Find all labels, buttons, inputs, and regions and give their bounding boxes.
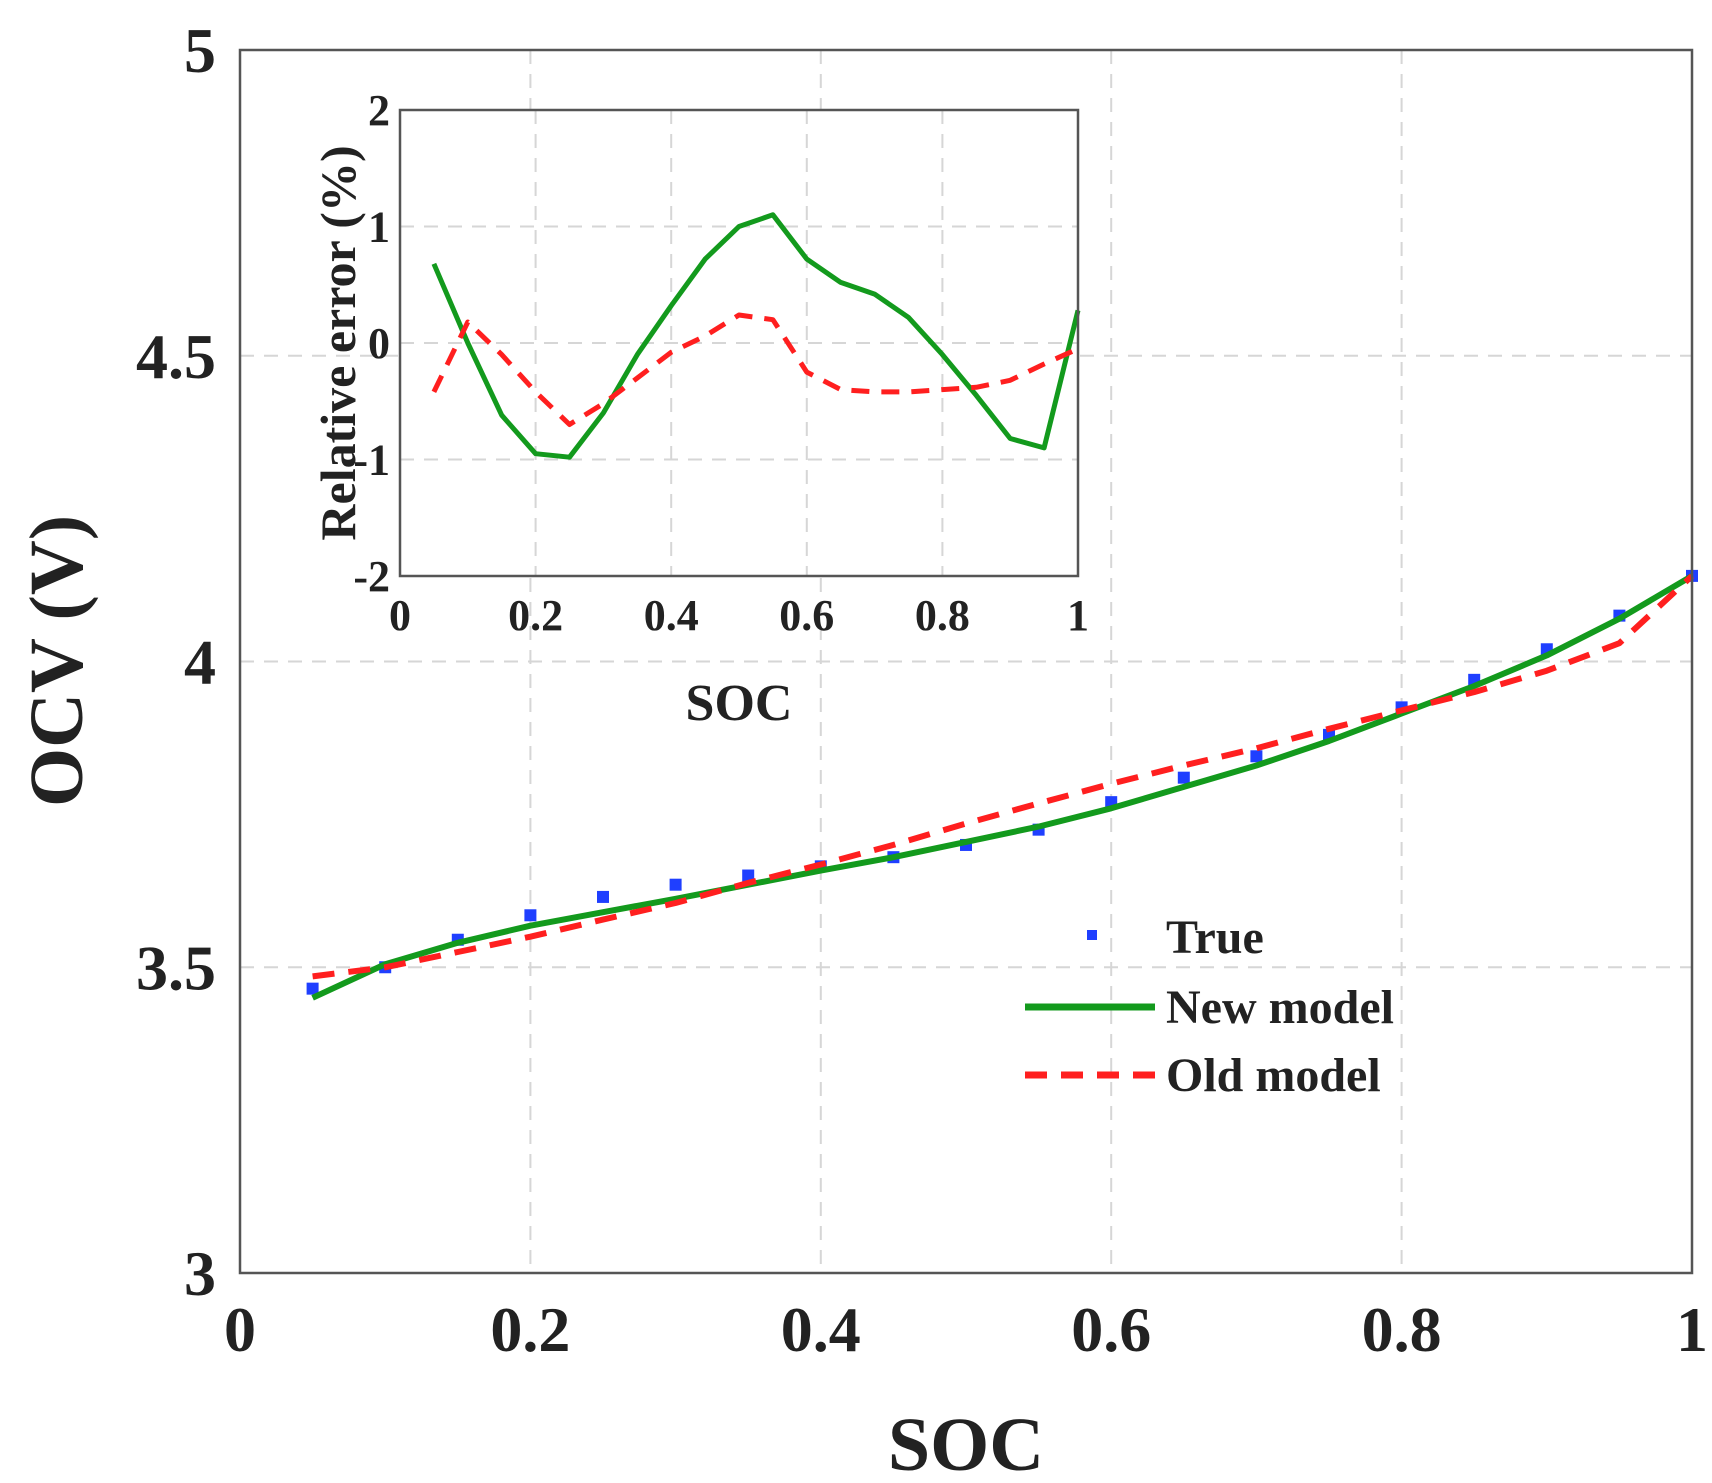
main-true-point	[742, 869, 755, 882]
main-y-tick-label: 3.5	[136, 932, 216, 1003]
inset-x-axis-label: SOC	[686, 675, 793, 732]
main-true-point	[669, 878, 682, 891]
main-x-tick-label: 0.2	[490, 1294, 570, 1365]
legend-old-model-label: Old model	[1166, 1049, 1381, 1102]
main-x-tick-label: 0.8	[1362, 1294, 1442, 1365]
inset-x-tick-label: 0.8	[915, 591, 970, 640]
inset-old-model-line	[431, 312, 1080, 427]
main-x-tick-label: 0	[224, 1294, 256, 1365]
main-y-axis-label: OCV (V)	[15, 515, 99, 807]
main-new-model-line	[311, 573, 1694, 1001]
inset-x-tick-label: 0.2	[508, 591, 563, 640]
inset-new-model-line	[431, 212, 1081, 460]
main-true-point	[1250, 750, 1263, 763]
main-y-tick-label: 4.5	[136, 321, 216, 392]
main-x-tick-label: 0.6	[1071, 1294, 1151, 1365]
main-y-tick-label: 4	[184, 627, 216, 698]
main-true-point	[1177, 771, 1190, 784]
main-y-tick-label: 5	[184, 15, 216, 86]
inset-y-tick-label: 1	[368, 203, 390, 252]
main-tick-labels: 0 0.2 0.4 0.6 0.8 1 3 3.5 4 4.5 5	[136, 15, 1708, 1365]
inset-y-tick-label: -2	[353, 552, 390, 601]
inset-y-tick-label: -1	[353, 436, 390, 485]
main-x-tick-label: 1	[1676, 1294, 1708, 1365]
inset-tick-labels: 0 0.2 0.4 0.6 0.8 1 -2 -1 0 1 2	[353, 86, 1089, 640]
inset-plot-frame	[398, 108, 1080, 578]
main-true-point	[597, 890, 609, 903]
main-true-point	[524, 909, 537, 922]
inset-y-axis-label: Relative error (%)	[310, 145, 366, 540]
main-plot-frame	[238, 48, 1694, 1275]
inset-y-tick-label: 2	[368, 86, 390, 135]
inset-x-tick-label: 0.4	[644, 591, 699, 640]
legend: True New model Old model	[1025, 911, 1394, 1102]
main-x-tick-label: 0.4	[781, 1294, 861, 1365]
legend-true-label: True	[1166, 911, 1264, 964]
main-y-tick-label: 3	[184, 1238, 216, 1309]
inset-y-tick-label: 0	[368, 319, 390, 368]
inset-x-tick-label: 0	[389, 591, 411, 640]
inset-x-tick-label: 1	[1067, 591, 1089, 640]
legend-true-marker	[1087, 930, 1097, 940]
legend-new-model-label: New model	[1166, 981, 1394, 1034]
inset-x-tick-label: 0.6	[779, 591, 834, 640]
inset-series-layer	[431, 212, 1081, 460]
main-x-axis-label: SOC	[888, 1403, 1044, 1483]
main-old-model-line	[312, 573, 1695, 980]
main-true-point	[306, 982, 319, 995]
